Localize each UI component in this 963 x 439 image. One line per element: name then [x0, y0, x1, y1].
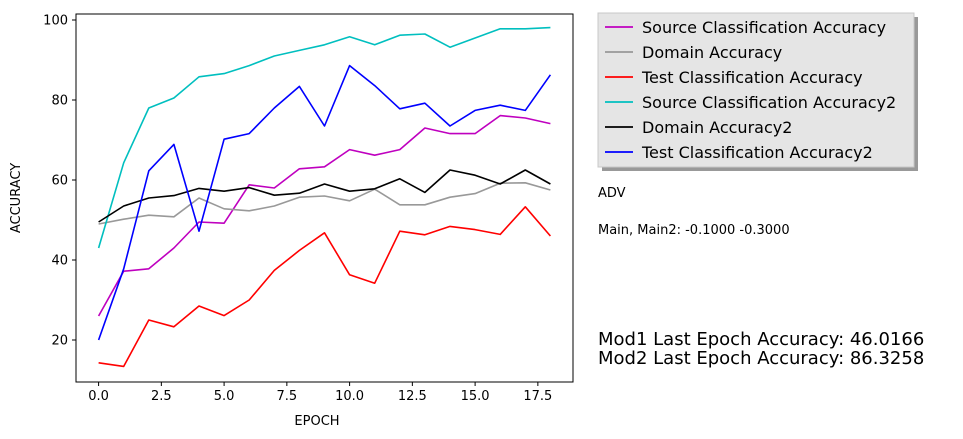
y-tick-label: 40 — [51, 254, 68, 269]
y-tick-label: 100 — [43, 14, 68, 29]
series-line-5 — [98, 169, 551, 223]
y-axis-label: ACCURACY — [9, 163, 24, 233]
y-tick-label: 80 — [51, 94, 68, 109]
series-layer — [97, 26, 552, 368]
series-line-3 — [98, 206, 552, 368]
y-tick-label: 20 — [51, 334, 68, 349]
adv-label: ADV — [598, 186, 626, 201]
legend-label: Domain Accuracy — [642, 43, 782, 62]
series-line-2 — [98, 182, 551, 225]
x-tick-label: 5.0 — [214, 389, 235, 404]
x-tick-label: 17.5 — [523, 389, 552, 404]
mod2-accuracy-label: Mod2 Last Epoch Accuracy: 86.3258 — [598, 348, 925, 369]
series-line-1 — [97, 114, 551, 317]
y-tick-label: 60 — [51, 174, 68, 189]
x-tick-label: 15.0 — [461, 389, 490, 404]
legend-items: Source Classification Accuracy Domain Acc… — [605, 18, 896, 162]
main-params-label: Main, Main2: -0.1000 -0.3000 — [598, 223, 790, 238]
x-axis: 0.0 2.5 5.0 7.5 10.0 12.5 15.0 17.5 — [88, 382, 552, 404]
x-tick-label: 12.5 — [398, 389, 427, 404]
mod1-accuracy-label: Mod1 Last Epoch Accuracy: 46.0166 — [598, 329, 925, 350]
x-axis-label: EPOCH — [294, 414, 339, 429]
legend-label: Domain Accuracy2 — [642, 118, 792, 137]
x-tick-label: 0.0 — [88, 389, 109, 404]
legend-label: Source Classification Accuracy — [642, 18, 886, 37]
legend-box — [597, 12, 915, 168]
plot-frame — [75, 13, 574, 383]
x-tick-label: 2.5 — [151, 389, 172, 404]
series-line-6 — [97, 64, 552, 341]
legend-label: Source Classification Accuracy2 — [642, 93, 896, 112]
x-tick-label: 7.5 — [277, 389, 298, 404]
series-line-4 — [97, 26, 551, 249]
x-tick-label: 10.0 — [335, 389, 364, 404]
legend-label: Test Classification Accuracy — [641, 68, 863, 87]
legend: Source Classification Accuracy Domain Acc… — [597, 12, 918, 171]
y-axis: 20 40 60 80 100 — [43, 14, 76, 349]
legend-label: Test Classification Accuracy2 — [641, 143, 873, 162]
